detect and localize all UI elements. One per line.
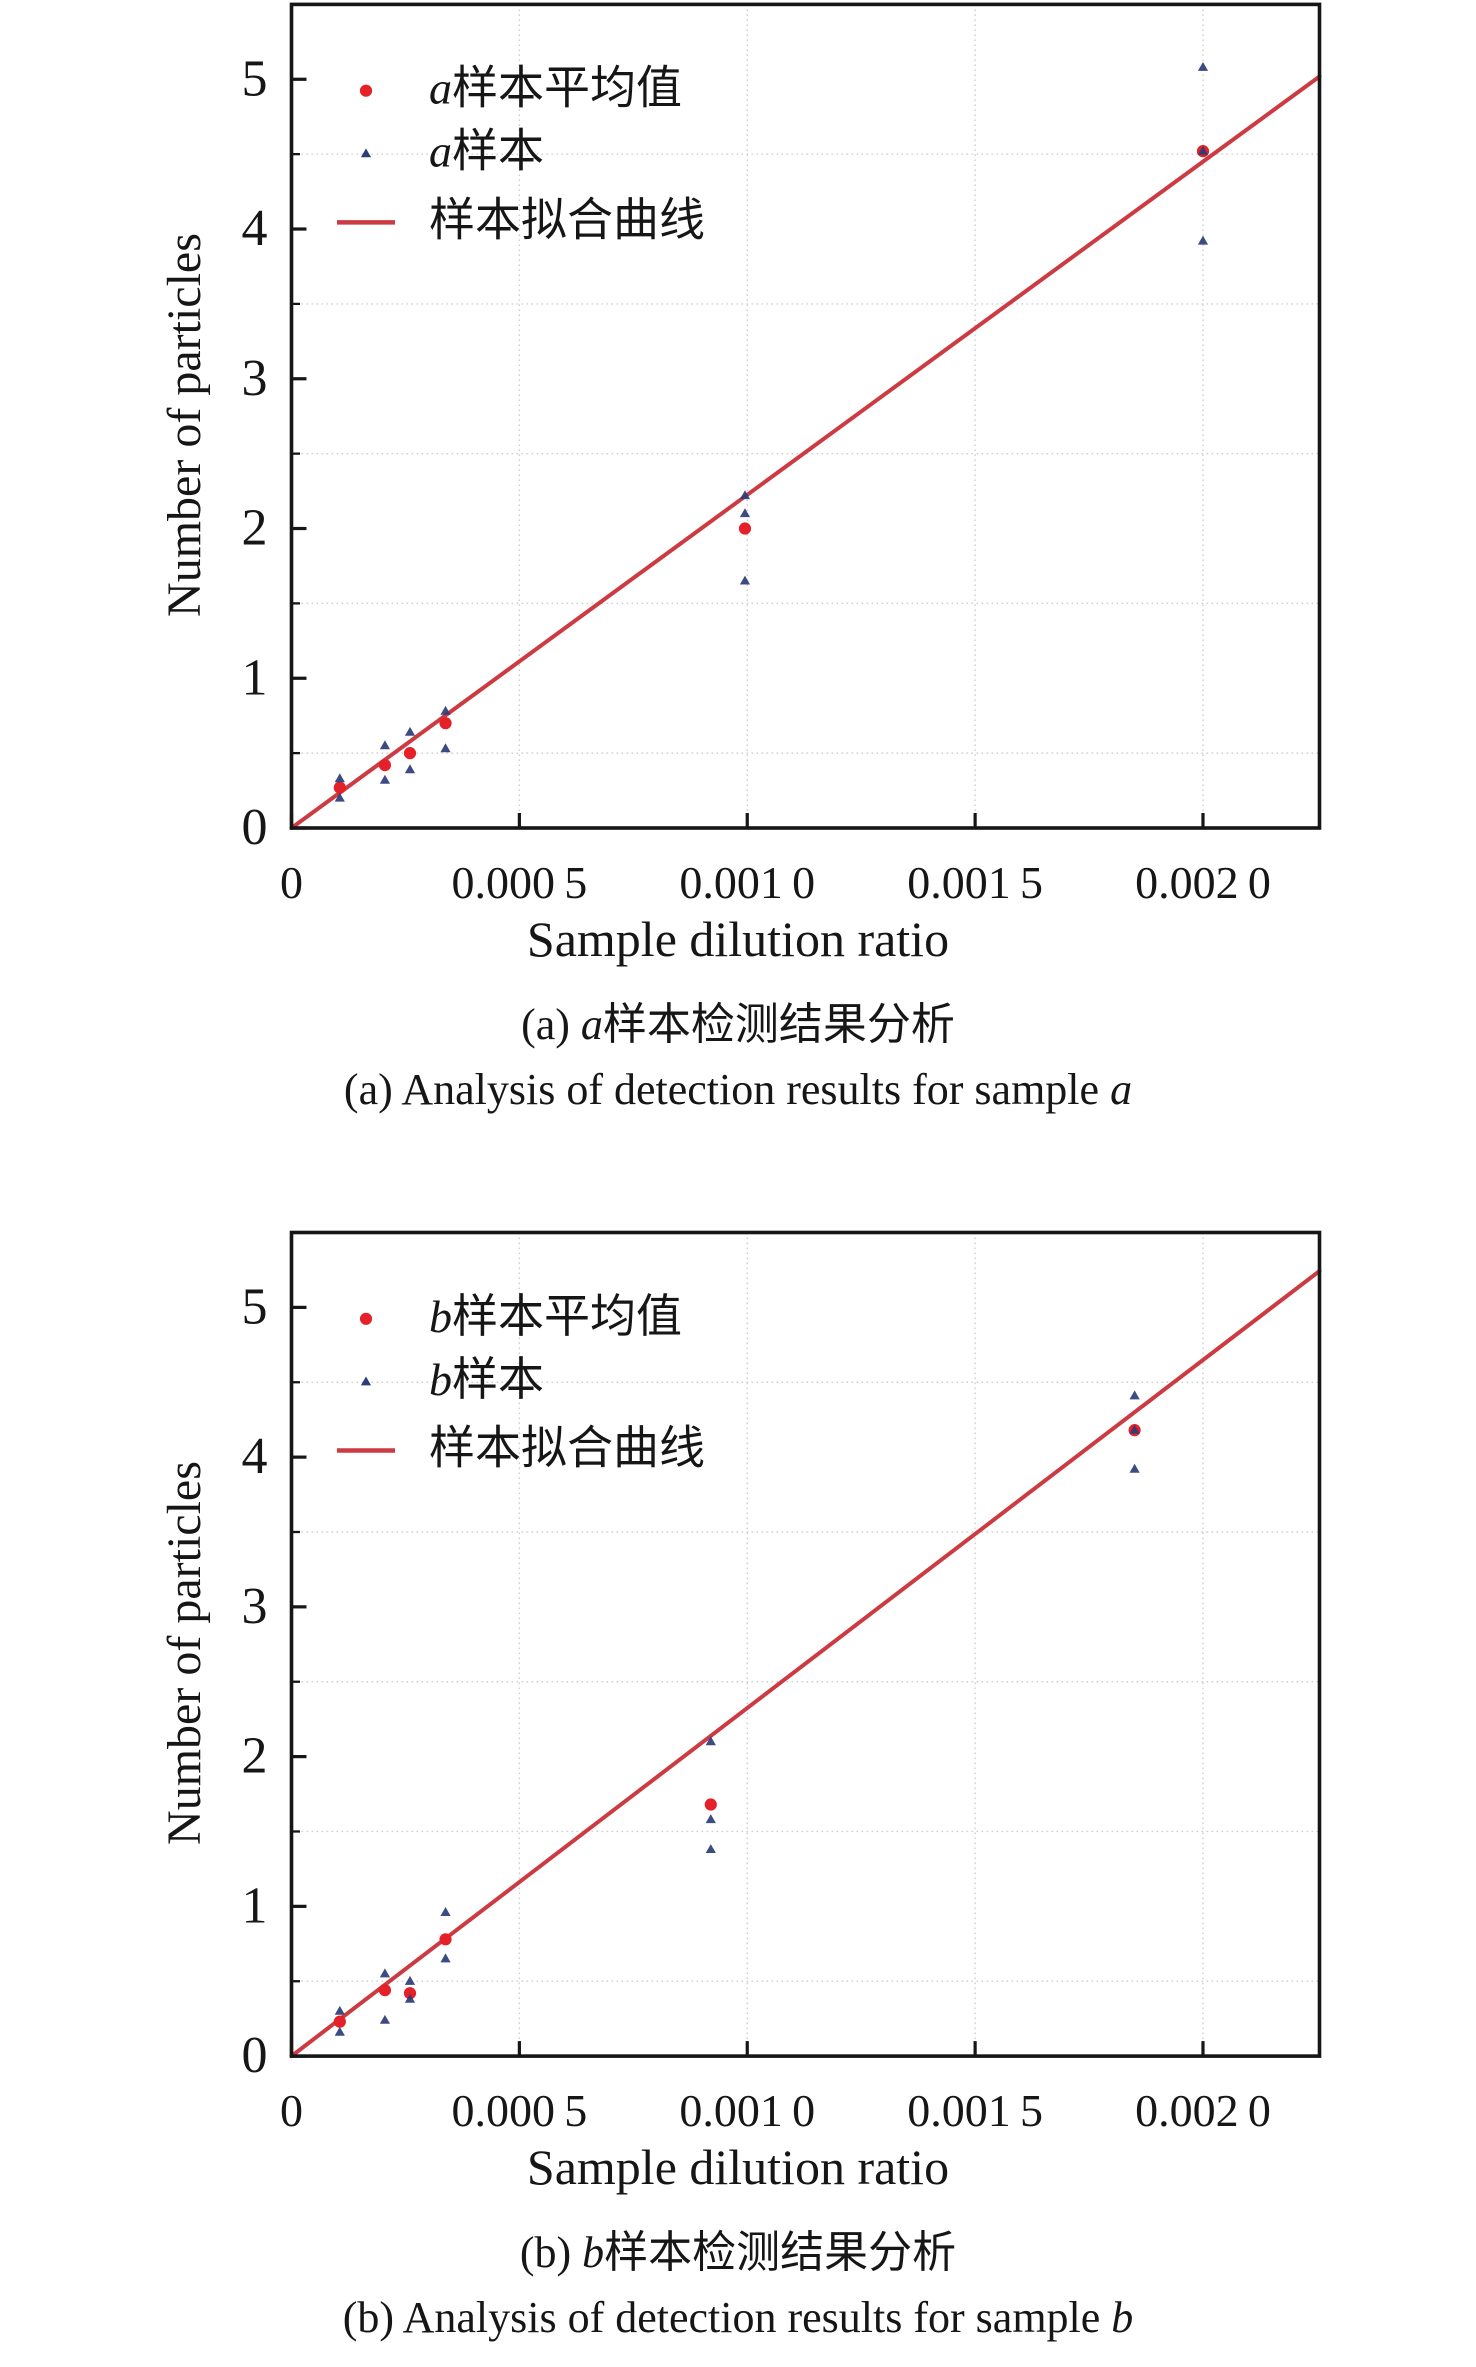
svg-text:0: 0 [242,799,268,856]
svg-text:0.001 0: 0.001 0 [679,857,815,908]
svg-text:a样本: a样本 [429,126,544,177]
svg-text:0: 0 [242,2027,268,2084]
svg-text:0.002 0: 0.002 0 [1135,2085,1271,2136]
svg-text:0.000 5: 0.000 5 [452,2085,588,2136]
svg-text:b样本平均值: b样本平均值 [429,1291,682,1342]
svg-text:0.001 5: 0.001 5 [907,857,1043,908]
svg-text:b样本: b样本 [429,1354,544,1405]
svg-text:a样本平均值: a样本平均值 [429,63,682,114]
svg-text:2: 2 [242,500,268,557]
svg-text:0: 0 [280,2085,303,2136]
svg-text:0.001 5: 0.001 5 [907,2085,1043,2136]
svg-text:样本拟合曲线: 样本拟合曲线 [429,194,705,245]
svg-text:4: 4 [242,200,268,257]
svg-text:3: 3 [242,350,268,407]
svg-text:0: 0 [280,857,303,908]
svg-text:样本拟合曲线: 样本拟合曲线 [429,1423,705,1474]
svg-text:3: 3 [242,1578,268,1635]
svg-text:2: 2 [242,1728,268,1785]
svg-text:5: 5 [242,50,268,107]
svg-text:0.001 0: 0.001 0 [679,2085,815,2136]
svg-text:0.000 5: 0.000 5 [452,857,588,908]
svg-text:4: 4 [242,1428,268,1485]
svg-text:1: 1 [242,1877,268,1934]
svg-text:1: 1 [242,649,268,706]
svg-text:0.002 0: 0.002 0 [1135,857,1271,908]
svg-text:5: 5 [242,1278,268,1335]
